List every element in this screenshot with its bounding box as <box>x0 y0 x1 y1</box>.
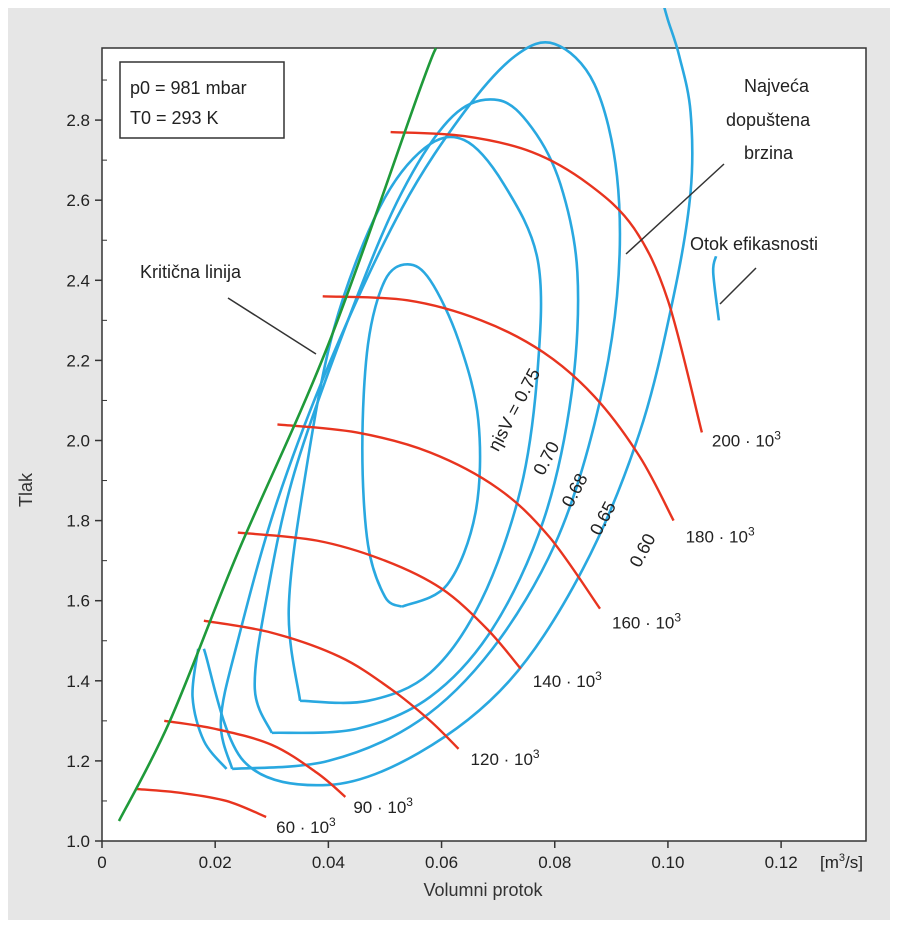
efficiency-contour <box>253 98 580 735</box>
efficiency-island-label: Otok efikasnosti <box>690 234 818 254</box>
critical-line-label: Kritična linija <box>140 262 242 282</box>
y-tick-label: 2.2 <box>66 351 90 370</box>
axis-ticks: 0 0.02 0.04 0.06 0.08 0.10 0.12 1.0 1.2 1.4 1.6 1.8… <box>66 79 798 872</box>
speed-line-label: 90 · 103 <box>353 795 413 817</box>
efficiency-contour <box>361 262 482 608</box>
condition-temperature: T0 = 293 K <box>130 108 219 128</box>
speed-line-label: 200 · 103 <box>712 428 781 450</box>
y-tick-label: 1.4 <box>66 672 90 691</box>
speed-line <box>277 423 601 610</box>
y-tick-label: 1.8 <box>66 512 90 531</box>
speed-line <box>322 295 675 522</box>
plot-area <box>101 47 867 842</box>
speed-line <box>164 719 347 798</box>
chart: 0 0.02 0.04 0.06 0.08 0.10 0.12 1.0 1.2 1.4 1.6 1.8… <box>16 8 867 900</box>
chart-frame: 0 0.02 0.04 0.06 0.08 0.10 0.12 1.0 1.2 1.4 1.6 1.8… <box>8 8 890 920</box>
x-tick-label: 0.08 <box>538 853 571 872</box>
conditions-box <box>119 61 285 139</box>
critical-line-group <box>117 47 438 822</box>
condition-pressure: p0 = 981 mbar <box>130 78 247 98</box>
speed-line <box>237 531 522 670</box>
x-axis-unit: [m3/s] <box>820 852 863 872</box>
max-speed-label-2: dopuštena <box>726 110 811 130</box>
y-tick-label: 1.0 <box>66 832 90 851</box>
efficiency-island-leader <box>719 267 757 305</box>
speed-line-label: 60 · 103 <box>276 815 336 837</box>
speed-line <box>390 130 704 433</box>
critical-line-leader <box>227 297 317 355</box>
critical-line <box>117 47 438 822</box>
speed-line-label: 140 · 103 <box>533 669 602 691</box>
speed-line <box>135 787 267 819</box>
y-tick-label: 1.2 <box>66 752 90 771</box>
efficiency-contour <box>711 255 721 321</box>
max-speed-leader <box>625 163 725 255</box>
speed-line <box>203 619 460 750</box>
y-tick-label: 1.6 <box>66 592 90 611</box>
x-tick-label: 0.02 <box>199 853 232 872</box>
y-tick-label: 2.4 <box>66 271 90 290</box>
y-tick-label: 2.8 <box>66 111 90 130</box>
efficiency-contour <box>219 41 622 771</box>
efficiency-contour <box>191 648 228 770</box>
speed-line-label: 180 · 103 <box>686 525 755 547</box>
speed-line-label: 160 · 103 <box>612 611 681 633</box>
x-tick-label: 0.12 <box>765 853 798 872</box>
y-tick-label: 2.6 <box>66 191 90 210</box>
speed-line-label: 120 · 103 <box>471 747 540 769</box>
x-tick-label: 0.04 <box>312 853 345 872</box>
efficiency-contour <box>287 135 543 705</box>
efficiency-contours <box>191 8 721 787</box>
speed-lines <box>135 130 704 819</box>
x-axis-title: Volumni protok <box>423 880 543 900</box>
max-speed-label-1: Najveća <box>744 76 810 96</box>
y-axis-title: Tlak <box>16 472 36 507</box>
max-speed-label-3: brzina <box>744 143 794 163</box>
x-tick-label: 0.06 <box>425 853 458 872</box>
y-tick-label: 2.0 <box>66 431 90 450</box>
x-tick-label: 0 <box>97 853 106 872</box>
efficiency-contour <box>202 8 694 787</box>
x-tick-label: 0.10 <box>651 853 684 872</box>
